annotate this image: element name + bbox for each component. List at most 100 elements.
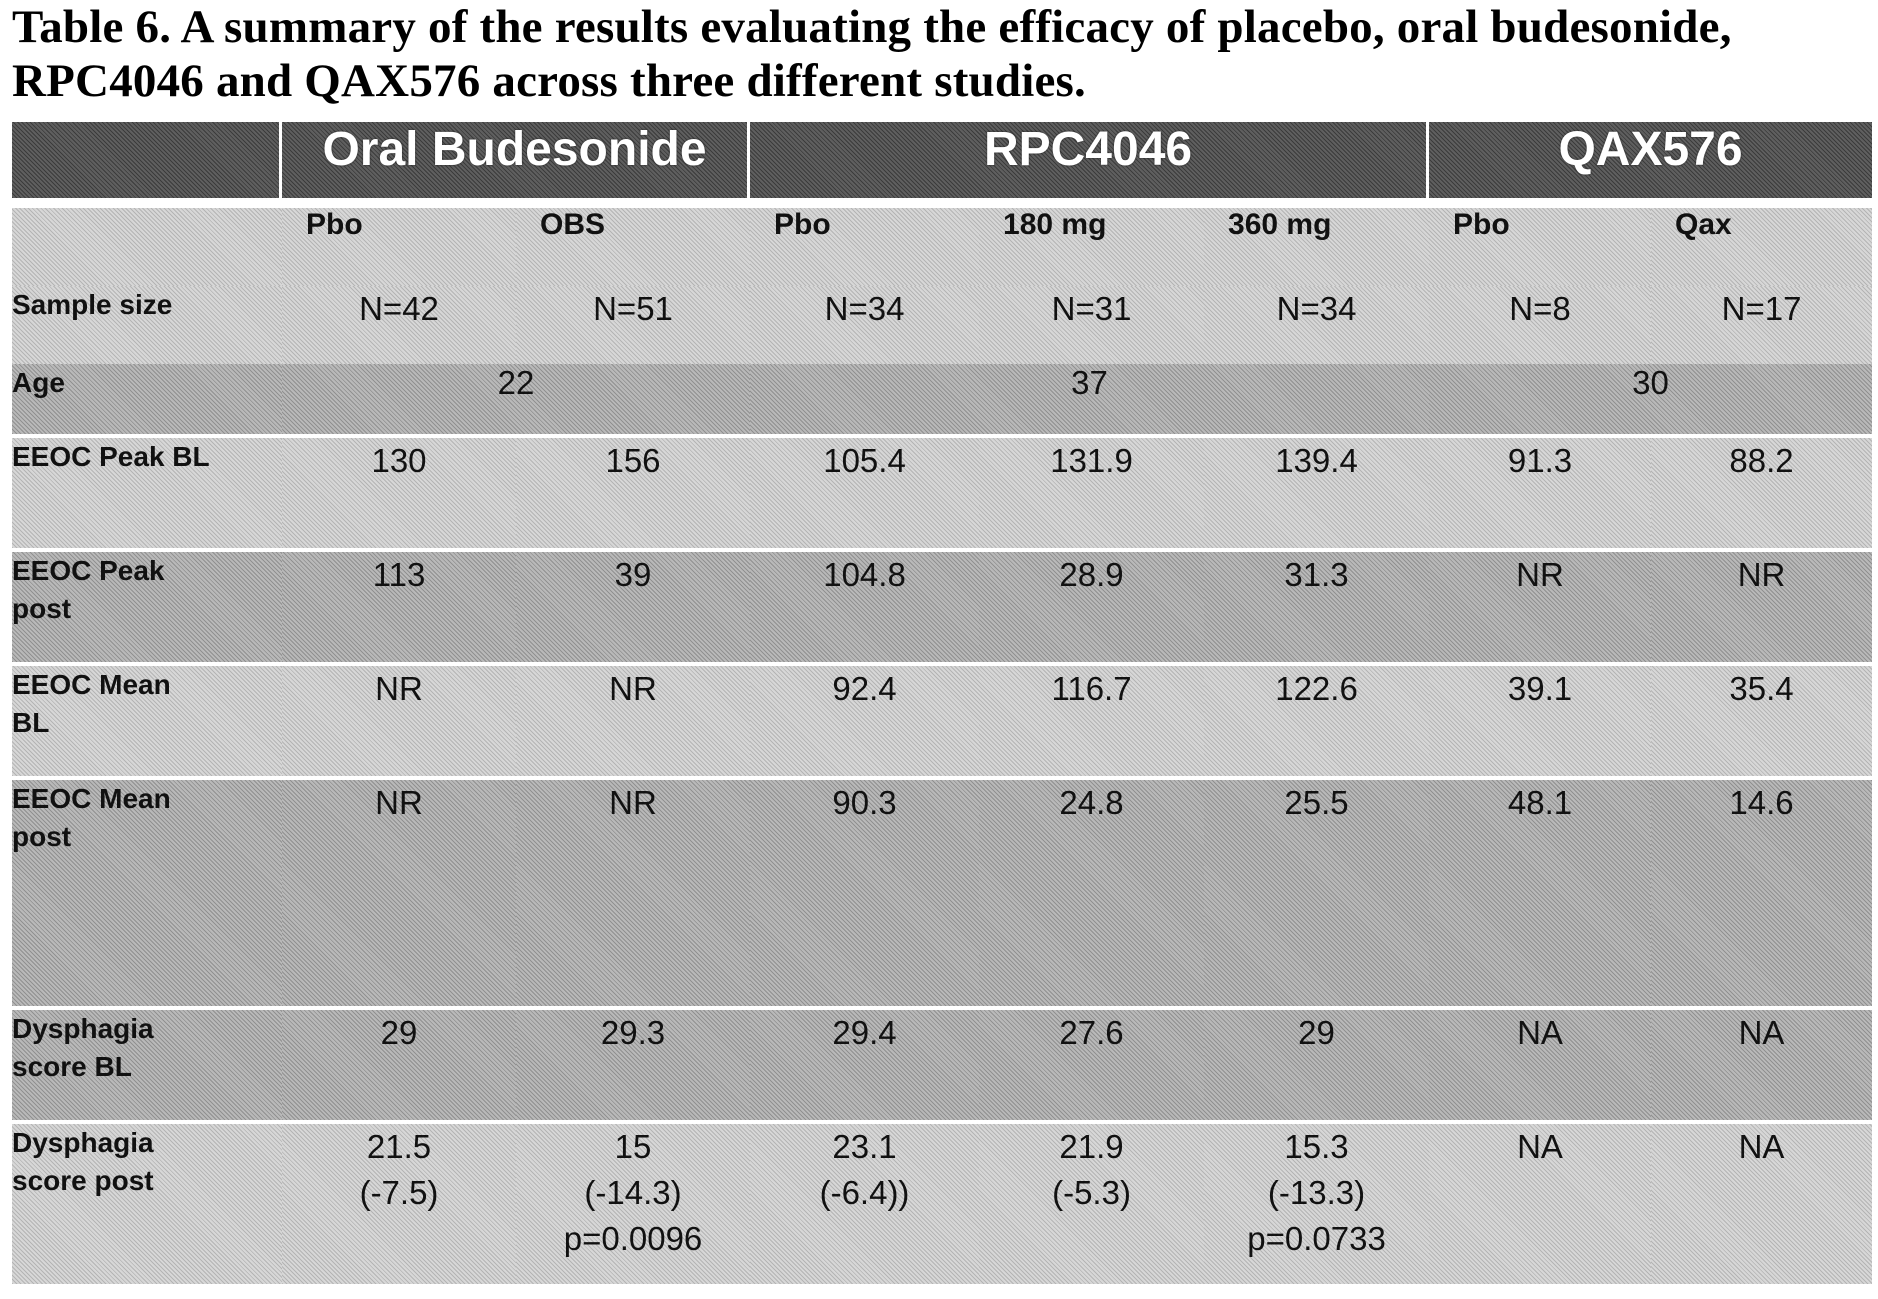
row-label: Age xyxy=(12,364,282,438)
cell-value: 21.5 xyxy=(282,1124,516,1170)
data-cell: N=17 xyxy=(1651,286,1872,364)
row-label-line: Dysphagia xyxy=(12,1010,282,1048)
table-row: Age 22 37 30 xyxy=(12,364,1872,438)
data-cell: 21.9 (-5.3) xyxy=(979,1124,1204,1284)
cell-value: 15 xyxy=(516,1124,750,1170)
data-cell: 139.4 xyxy=(1204,438,1429,552)
data-cell: 29 xyxy=(1204,1010,1429,1124)
cell-value: 23.1 xyxy=(750,1124,979,1170)
data-cell: 24.8 xyxy=(979,780,1204,1010)
data-cell: NA xyxy=(1651,1010,1872,1124)
subheader-cell: Pbo xyxy=(282,208,516,286)
data-cell: 90.3 xyxy=(750,780,979,1010)
data-cell: N=34 xyxy=(1204,286,1429,364)
cell-value: NA xyxy=(1651,1124,1872,1170)
data-cell: 25.5 xyxy=(1204,780,1429,1010)
data-cell: 130 xyxy=(282,438,516,552)
row-label-line: BL xyxy=(12,704,282,742)
table-row: Dysphagia score post 21.5 (-7.5) 15 (-14… xyxy=(12,1124,1872,1284)
data-cell: 27.6 xyxy=(979,1010,1204,1124)
data-cell: 22 xyxy=(282,364,750,438)
data-cell: N=8 xyxy=(1429,286,1651,364)
data-cell: NR xyxy=(282,666,516,780)
group-qax576: QAX576 xyxy=(1429,122,1872,208)
row-label-line: post xyxy=(12,818,282,856)
table-row: Sample size N=42 N=51 N=34 N=31 N=34 N=8… xyxy=(12,286,1872,364)
group-header-row: Oral Budesonide RPC4046 QAX576 xyxy=(12,122,1872,208)
cell-change: (-7.5) xyxy=(282,1170,516,1216)
data-cell: 39 xyxy=(516,552,750,666)
cell-p-value: p=0.0733 xyxy=(1204,1216,1429,1262)
data-cell: 23.1 (-6.4)) xyxy=(750,1124,979,1284)
row-label-line: Dysphagia xyxy=(12,1124,282,1162)
cell-value: 21.9 xyxy=(979,1124,1204,1170)
group-rpc4046: RPC4046 xyxy=(750,122,1429,208)
row-label: Sample size xyxy=(12,286,282,364)
caption-line-2: RPC4046 and QAX576 across three differen… xyxy=(12,54,1872,108)
subheader-cell: Pbo xyxy=(1429,208,1651,286)
subheader-corner xyxy=(12,208,282,286)
data-cell: NR xyxy=(1651,552,1872,666)
row-label: Dysphagia score BL xyxy=(12,1010,282,1124)
data-cell: NR xyxy=(282,780,516,1010)
cell-change: (-6.4)) xyxy=(750,1170,979,1216)
group-oral-budesonide: Oral Budesonide xyxy=(282,122,750,208)
data-cell: 91.3 xyxy=(1429,438,1651,552)
data-cell: 156 xyxy=(516,438,750,552)
row-label-line: EEOC Mean xyxy=(12,666,282,704)
caption-line-1: Table 6. A summary of the results evalua… xyxy=(12,0,1872,54)
results-table: Oral Budesonide RPC4046 QAX576 Pbo OBS P… xyxy=(12,122,1872,1284)
table-row: EEOC Mean post NR NR 90.3 24.8 25.5 48.1… xyxy=(12,780,1872,1010)
subheader-cell: 360 mg xyxy=(1204,208,1429,286)
cell-value: NA xyxy=(1429,1124,1651,1170)
data-cell: 29.3 xyxy=(516,1010,750,1124)
data-cell: 104.8 xyxy=(750,552,979,666)
data-cell: 15 (-14.3) p=0.0096 xyxy=(516,1124,750,1284)
data-cell: N=51 xyxy=(516,286,750,364)
cell-p-value: p=0.0096 xyxy=(516,1216,750,1262)
cell-change: (-5.3) xyxy=(979,1170,1204,1216)
data-cell: 116.7 xyxy=(979,666,1204,780)
cell-change: (-14.3) xyxy=(516,1170,750,1216)
row-label-line: post xyxy=(12,590,282,628)
subheader-row: Pbo OBS Pbo 180 mg 360 mg Pbo Qax xyxy=(12,208,1872,286)
header-corner xyxy=(12,122,282,208)
subheader-cell: Qax xyxy=(1651,208,1872,286)
data-cell: 92.4 xyxy=(750,666,979,780)
table-row: Dysphagia score BL 29 29.3 29.4 27.6 29 … xyxy=(12,1010,1872,1124)
data-cell: NA xyxy=(1651,1124,1872,1284)
row-label: Dysphagia score post xyxy=(12,1124,282,1284)
data-cell: 122.6 xyxy=(1204,666,1429,780)
data-cell: 28.9 xyxy=(979,552,1204,666)
row-label: EEOC Peak BL xyxy=(12,438,282,552)
subheader-cell: 180 mg xyxy=(979,208,1204,286)
data-cell: 30 xyxy=(1429,364,1872,438)
table-row: EEOC Mean BL NR NR 92.4 116.7 122.6 39.1… xyxy=(12,666,1872,780)
data-cell: NA xyxy=(1429,1124,1651,1284)
data-cell: 31.3 xyxy=(1204,552,1429,666)
data-cell: 35.4 xyxy=(1651,666,1872,780)
cell-value: 15.3 xyxy=(1204,1124,1429,1170)
data-cell: NA xyxy=(1429,1010,1651,1124)
data-cell: N=42 xyxy=(282,286,516,364)
data-cell: 113 xyxy=(282,552,516,666)
data-cell: 29.4 xyxy=(750,1010,979,1124)
data-cell: 105.4 xyxy=(750,438,979,552)
cell-change: (-13.3) xyxy=(1204,1170,1429,1216)
row-label: EEOC Peak post xyxy=(12,552,282,666)
row-label: EEOC Mean post xyxy=(12,780,282,1010)
row-label-line: EEOC Mean xyxy=(12,780,282,818)
row-label-line: EEOC Peak xyxy=(12,552,282,590)
data-cell: 48.1 xyxy=(1429,780,1651,1010)
data-cell: 21.5 (-7.5) xyxy=(282,1124,516,1284)
subheader-cell: OBS xyxy=(516,208,750,286)
data-cell: 88.2 xyxy=(1651,438,1872,552)
row-label-line: score post xyxy=(12,1162,282,1200)
data-cell: NR xyxy=(516,666,750,780)
data-cell: 29 xyxy=(282,1010,516,1124)
data-cell: 131.9 xyxy=(979,438,1204,552)
data-cell: N=31 xyxy=(979,286,1204,364)
data-cell: 15.3 (-13.3) p=0.0733 xyxy=(1204,1124,1429,1284)
data-cell: 14.6 xyxy=(1651,780,1872,1010)
